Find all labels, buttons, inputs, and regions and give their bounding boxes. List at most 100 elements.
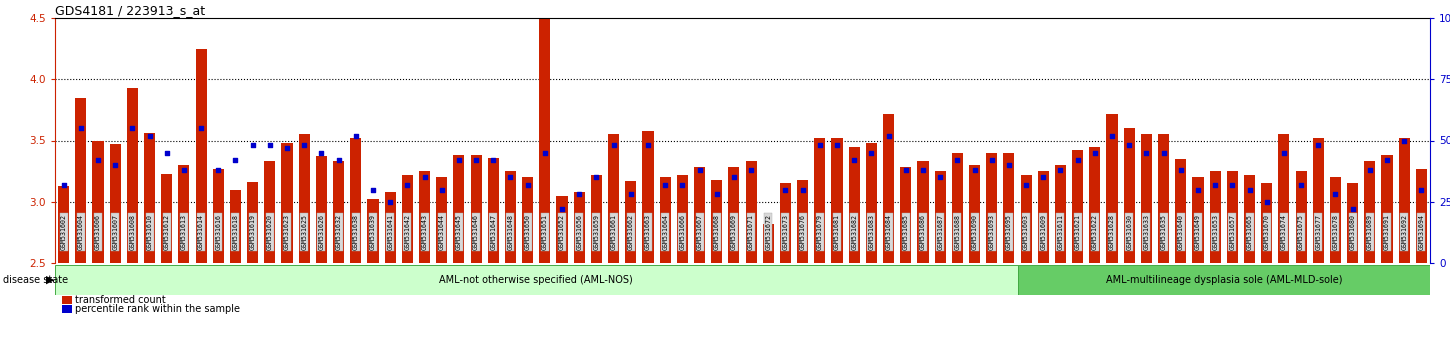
- Point: [481, 157, 505, 163]
- Text: GSM531689: GSM531689: [1367, 213, 1373, 250]
- Bar: [93, 141, 103, 263]
- Point: [1169, 167, 1192, 173]
- Text: GSM531693: GSM531693: [989, 213, 995, 250]
- Point: [551, 206, 574, 212]
- Bar: [487, 158, 499, 263]
- Text: GSM531675: GSM531675: [1298, 213, 1304, 250]
- Point: [825, 143, 848, 148]
- Bar: [110, 144, 120, 263]
- Text: GSM531663: GSM531663: [645, 213, 651, 250]
- Text: transformed count: transformed count: [75, 295, 167, 305]
- Point: [945, 157, 969, 163]
- Bar: [1209, 171, 1221, 263]
- Text: GSM531611: GSM531611: [1057, 213, 1063, 250]
- Text: GSM531684: GSM531684: [886, 213, 892, 250]
- Text: GSM531607: GSM531607: [112, 213, 117, 250]
- Point: [963, 167, 986, 173]
- Bar: [900, 167, 912, 263]
- Text: GSM531688: GSM531688: [954, 213, 960, 250]
- Bar: [454, 155, 464, 263]
- Text: GSM531640: GSM531640: [1177, 213, 1183, 250]
- Text: GSM531681: GSM531681: [834, 213, 840, 250]
- Point: [1221, 182, 1244, 187]
- Point: [396, 182, 419, 187]
- Text: GSM531628: GSM531628: [1109, 213, 1115, 250]
- Text: GSM531620: GSM531620: [267, 213, 273, 250]
- Point: [1392, 138, 1415, 143]
- Text: GSM531674: GSM531674: [1280, 213, 1288, 250]
- Text: GSM531603: GSM531603: [1024, 213, 1030, 250]
- Text: GSM531645: GSM531645: [455, 213, 463, 250]
- Text: GSM531656: GSM531656: [576, 213, 583, 250]
- Text: GSM531621: GSM531621: [1074, 213, 1080, 250]
- Point: [722, 175, 745, 180]
- Bar: [1089, 147, 1101, 263]
- Text: GSM531662: GSM531662: [628, 213, 634, 250]
- Point: [258, 143, 281, 148]
- Point: [1118, 143, 1141, 148]
- Point: [103, 162, 126, 168]
- Point: [1359, 167, 1382, 173]
- Point: [70, 125, 93, 131]
- Text: GSM531687: GSM531687: [937, 213, 942, 250]
- Text: GSM531619: GSM531619: [249, 213, 255, 250]
- Point: [1186, 187, 1209, 192]
- Text: GSM531677: GSM531677: [1315, 213, 1321, 250]
- Bar: [126, 88, 138, 263]
- Point: [1238, 187, 1262, 192]
- Text: GSM531630: GSM531630: [1127, 213, 1132, 250]
- Text: GSM531633: GSM531633: [1144, 213, 1150, 250]
- Text: GSM531682: GSM531682: [851, 213, 857, 250]
- Text: GSM531683: GSM531683: [869, 213, 874, 250]
- Point: [207, 167, 231, 173]
- Text: GSM531639: GSM531639: [370, 213, 376, 250]
- Point: [1324, 192, 1347, 197]
- Text: GSM531666: GSM531666: [680, 213, 686, 250]
- Bar: [1106, 114, 1118, 263]
- Text: GSM531692: GSM531692: [1401, 213, 1406, 250]
- Text: GSM531664: GSM531664: [663, 213, 668, 250]
- Bar: [1364, 161, 1376, 263]
- Bar: [815, 138, 825, 263]
- Point: [912, 167, 935, 173]
- Point: [499, 175, 522, 180]
- Bar: [1159, 135, 1169, 263]
- Bar: [574, 192, 584, 263]
- Bar: [231, 189, 241, 263]
- Bar: [780, 183, 792, 263]
- Point: [516, 182, 539, 187]
- Bar: [1295, 171, 1306, 263]
- Point: [740, 167, 763, 173]
- Bar: [264, 161, 276, 263]
- Text: GSM531671: GSM531671: [748, 213, 754, 250]
- Text: GSM531613: GSM531613: [181, 213, 187, 250]
- Text: GSM531673: GSM531673: [783, 213, 789, 250]
- Bar: [419, 171, 431, 263]
- Point: [276, 145, 299, 151]
- Bar: [436, 177, 447, 263]
- Bar: [144, 133, 155, 263]
- Text: GSM531623: GSM531623: [284, 213, 290, 250]
- Text: ▶: ▶: [46, 275, 55, 285]
- Point: [310, 150, 334, 155]
- Bar: [1018, 265, 1430, 295]
- Point: [1272, 150, 1295, 155]
- Point: [619, 192, 642, 197]
- Text: GSM531614: GSM531614: [199, 213, 204, 250]
- Point: [1135, 150, 1159, 155]
- Bar: [1003, 153, 1015, 263]
- Text: disease state: disease state: [3, 275, 68, 285]
- Bar: [334, 161, 344, 263]
- Text: GSM531661: GSM531661: [610, 213, 616, 250]
- Bar: [695, 167, 705, 263]
- Bar: [677, 175, 687, 263]
- Text: GSM531646: GSM531646: [473, 213, 479, 250]
- Point: [1015, 182, 1038, 187]
- Bar: [642, 131, 654, 263]
- Bar: [969, 165, 980, 263]
- Point: [637, 143, 660, 148]
- Point: [344, 133, 367, 138]
- Text: GSM531676: GSM531676: [799, 213, 806, 250]
- Text: GSM531678: GSM531678: [1333, 213, 1338, 250]
- Point: [464, 157, 487, 163]
